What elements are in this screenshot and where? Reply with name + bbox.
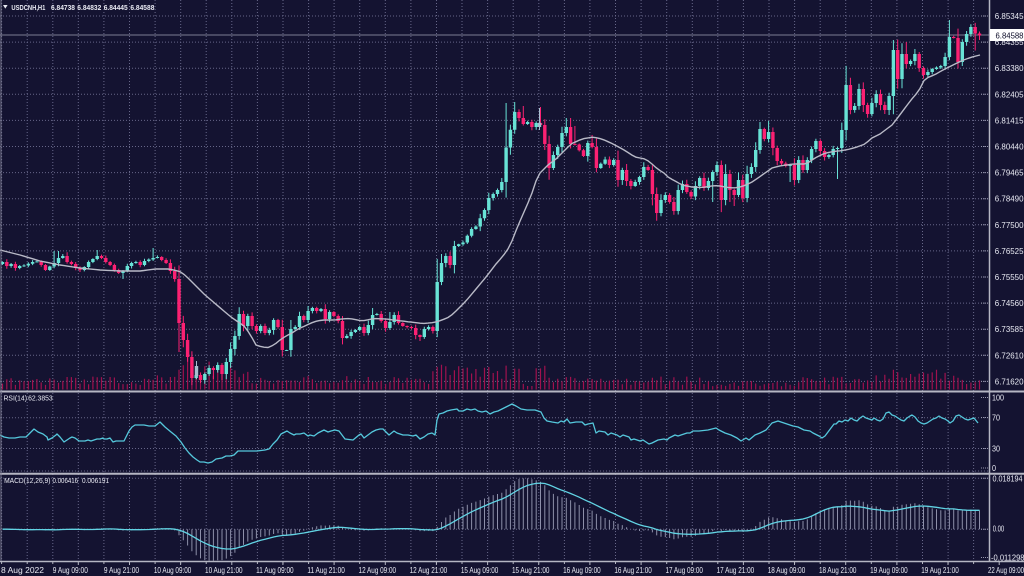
svg-text:8 Aug 2022: 8 Aug 2022 xyxy=(1,565,44,575)
svg-text:6.84588: 6.84588 xyxy=(996,31,1024,41)
svg-text:19 Aug 21:00: 19 Aug 21:00 xyxy=(921,565,959,575)
svg-text:16 Aug 21:00: 16 Aug 21:00 xyxy=(614,565,652,575)
svg-text:100: 100 xyxy=(992,393,1004,403)
svg-text:22 Aug 09:00: 22 Aug 09:00 xyxy=(988,565,1024,575)
svg-text:6.73585: 6.73585 xyxy=(995,324,1024,334)
svg-text:9 Aug 21:00: 9 Aug 21:00 xyxy=(104,565,139,575)
svg-text:70: 70 xyxy=(992,413,1000,423)
svg-text:11 Aug 21:00: 11 Aug 21:00 xyxy=(307,565,345,575)
svg-text:0: 0 xyxy=(992,463,996,473)
svg-text:6.79465: 6.79465 xyxy=(995,168,1024,178)
svg-text:-0.011298: -0.011298 xyxy=(991,553,1024,563)
svg-text:17 Aug 21:00: 17 Aug 21:00 xyxy=(717,565,755,575)
svg-text:6.78490: 6.78490 xyxy=(995,194,1024,204)
svg-text:6.71620: 6.71620 xyxy=(995,376,1024,386)
svg-text:6.83380: 6.83380 xyxy=(995,63,1024,73)
svg-text:RSI(14): RSI(14) xyxy=(4,393,28,402)
svg-text:18 Aug 09:00: 18 Aug 09:00 xyxy=(768,565,806,575)
svg-text:30: 30 xyxy=(992,444,1000,454)
svg-text:16 Aug 09:00: 16 Aug 09:00 xyxy=(563,565,601,575)
svg-text:6.84355: 6.84355 xyxy=(995,37,1024,47)
svg-text:USDCNH,H1: USDCNH,H1 xyxy=(11,3,45,12)
svg-text:MACD(12,26,9): MACD(12,26,9) xyxy=(4,476,51,485)
svg-text:17 Aug 09:00: 17 Aug 09:00 xyxy=(665,565,703,575)
svg-text:15 Aug 09:00: 15 Aug 09:00 xyxy=(461,565,499,575)
svg-text:6.82405: 6.82405 xyxy=(995,89,1024,99)
svg-text:10 Aug 09:00: 10 Aug 09:00 xyxy=(154,565,192,575)
svg-text:6.84445: 6.84445 xyxy=(104,3,128,12)
svg-text:6.72610: 6.72610 xyxy=(995,350,1024,360)
svg-text:18 Aug 21:00: 18 Aug 21:00 xyxy=(819,565,857,575)
svg-text:6.75550: 6.75550 xyxy=(995,272,1024,282)
svg-text:6.77500: 6.77500 xyxy=(995,220,1024,230)
svg-text:0.00: 0.00 xyxy=(993,524,1005,534)
svg-text:15 Aug 21:00: 15 Aug 21:00 xyxy=(512,565,550,575)
svg-text:6.84832: 6.84832 xyxy=(77,3,101,12)
svg-text:6.81415: 6.81415 xyxy=(995,115,1024,125)
svg-text:6.84738: 6.84738 xyxy=(51,3,75,12)
svg-text:6.76525: 6.76525 xyxy=(995,246,1024,256)
svg-text:12 Aug 09:00: 12 Aug 09:00 xyxy=(359,565,397,575)
svg-text:6.84588: 6.84588 xyxy=(130,3,154,12)
svg-text:11 Aug 09:00: 11 Aug 09:00 xyxy=(256,565,294,575)
svg-text:0.018194: 0.018194 xyxy=(993,473,1023,483)
svg-text:62.3853: 62.3853 xyxy=(28,393,53,402)
svg-text:9 Aug 09:00: 9 Aug 09:00 xyxy=(53,565,88,575)
svg-text:12 Aug 21:00: 12 Aug 21:00 xyxy=(410,565,448,575)
svg-text:0.006191: 0.006191 xyxy=(82,476,109,485)
svg-text:19 Aug 09:00: 19 Aug 09:00 xyxy=(870,565,908,575)
svg-text:6.80440: 6.80440 xyxy=(995,142,1024,152)
svg-text:0.006416: 0.006416 xyxy=(53,476,79,485)
svg-text:6.74560: 6.74560 xyxy=(995,298,1024,308)
svg-text:6.85345: 6.85345 xyxy=(995,11,1024,21)
svg-text:10 Aug 21:00: 10 Aug 21:00 xyxy=(205,565,243,575)
